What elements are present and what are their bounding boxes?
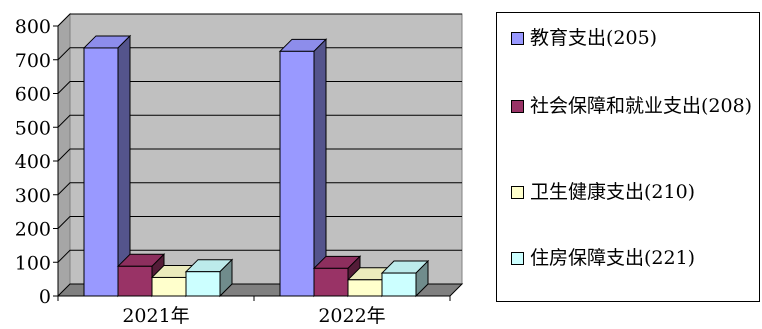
legend-item-social-security: 社会保障和就业支出(208) [511,95,760,117]
gridline [57,114,462,128]
y-tick-label: 200 [15,219,51,241]
bar-front [83,47,119,297]
legend-swatch-housing [511,252,524,265]
gridline [57,216,462,229]
y-tick-labels: 0 100 200 300 400 500 600 700 800 [15,16,51,308]
legend: 教育支出(205) 社会保障和就业支出(208) 卫生健康支出(210) 住房保… [496,12,760,302]
bar-front [117,265,153,297]
bar-front [151,276,187,297]
bar [82,34,132,298]
legend-item-housing: 住房保障支出(221) [511,247,760,269]
legend-item-education: 教育支出(205) [511,27,760,49]
gridline [57,182,462,196]
y-tick-label: 300 [15,185,51,207]
bar [380,259,430,298]
x-tick-label: 2022年 [318,305,385,327]
bar [184,258,234,298]
axes [53,25,451,301]
bar-front [279,50,315,297]
y-tick-label: 100 [15,252,51,274]
bar [346,266,396,298]
legend-swatch-education [511,32,524,45]
gridline [57,47,462,61]
x-tick-label: 2021年 [122,305,189,327]
gridline [57,13,462,27]
bar-front [381,272,417,297]
bar [278,38,328,298]
legend-label-social-security: 社会保障和就业支出(208) [530,95,753,117]
y-tick-label: 400 [15,151,51,173]
gridline [57,81,462,94]
y-tick-label: 500 [15,117,51,139]
bar-front [185,271,221,297]
y-tick-label: 700 [15,50,51,72]
bars [82,34,430,298]
bar-front [347,279,383,297]
y-tick-label: 600 [15,84,51,106]
legend-item-health: 卫生健康支出(210) [511,181,760,203]
y-tick-label: 800 [15,16,51,38]
bar-front [313,267,349,297]
legend-label-health: 卫生健康支出(210) [530,181,696,203]
legend-label-education: 教育支出(205) [530,27,658,49]
bar-chart: 0 100 200 300 400 500 600 700 800 2021年 2022年 [15,12,464,327]
legend-swatch-health [511,186,524,199]
legend-label-housing: 住房保障支出(221) [530,247,696,269]
x-tick-labels: 2021年 2022年 [122,305,385,327]
grid-lines [57,13,462,263]
legend-swatch-social-security [511,100,524,113]
y-tick-label: 0 [39,286,51,308]
gridline [57,249,462,263]
gridline [57,148,462,162]
